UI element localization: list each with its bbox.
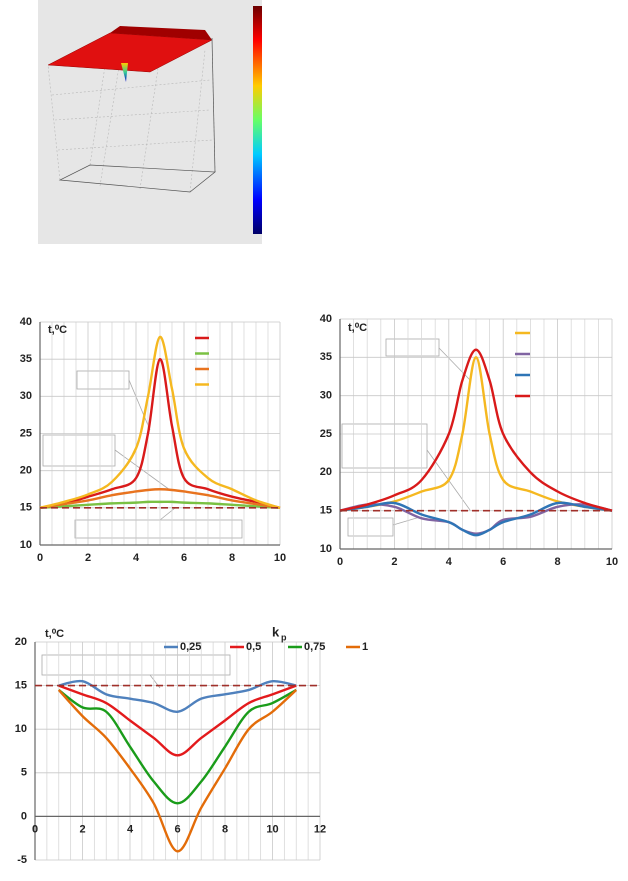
x-tick-label: 2	[79, 823, 85, 835]
y-axis-label: t,⁰C	[48, 324, 67, 336]
y-tick-label: 35	[320, 351, 332, 363]
series-line	[339, 501, 613, 537]
y-tick-label: 40	[320, 313, 332, 325]
legend-label: 0,5	[246, 641, 261, 653]
x-tick-label: 2	[391, 556, 397, 568]
x-tick-label: 4	[133, 552, 140, 564]
series-line	[57, 689, 298, 853]
x-tick-label: 0	[32, 823, 38, 835]
legend-label: 0,25	[180, 641, 201, 653]
x-tick-label: 4	[446, 556, 453, 568]
y-axis-label: t,⁰C	[45, 628, 64, 640]
x-tick-label: 6	[181, 552, 187, 564]
x-tick-label: 4	[127, 823, 134, 835]
y-tick-label: 30	[20, 390, 32, 402]
x-tick-label: 10	[274, 552, 286, 564]
series-line	[39, 500, 281, 510]
y-tick-label: 40	[20, 316, 32, 328]
y-tick-label: 0	[21, 810, 27, 822]
series-line	[339, 503, 613, 535]
surface-plot	[38, 0, 262, 244]
y-tick-label: 15	[15, 680, 27, 692]
x-tick-label: 10	[606, 556, 618, 568]
series-line	[58, 688, 297, 805]
chart: 0 2 4 6 8 10 10 15 20 25 30 35 40 t,⁰C	[20, 316, 286, 564]
chart: 0 2 4 6 8 10 10 15 20 25 30 35 40 t,⁰C	[320, 313, 618, 568]
y-tick-label: 25	[320, 428, 332, 440]
legend-label: 1	[362, 641, 368, 653]
y-tick-label: 30	[320, 390, 332, 402]
y-tick-label: 25	[20, 427, 32, 439]
x-tick-label: 8	[555, 556, 561, 568]
y-tick-label: -5	[17, 854, 27, 866]
x-tick-label: 0	[37, 552, 43, 564]
series-line	[39, 335, 281, 509]
x-tick-label: 10	[266, 823, 278, 835]
y-tick-label: 20	[20, 465, 32, 477]
legend-title-subscript: p	[281, 632, 287, 642]
x-tick-label: 8	[229, 552, 235, 564]
series-line	[58, 679, 297, 713]
series-line	[58, 684, 297, 757]
y-tick-label: 10	[20, 539, 32, 551]
x-tick-label: 8	[222, 823, 228, 835]
y-tick-label: 10	[15, 723, 27, 735]
series-line	[339, 348, 613, 512]
annotations	[41, 325, 600, 689]
y-tick-label: 15	[320, 505, 332, 517]
y-tick-label: 5	[21, 767, 27, 779]
x-tick-label: 0	[337, 556, 343, 568]
series-line	[339, 356, 613, 512]
y-tick-label: 35	[20, 353, 32, 365]
y-tick-label: 10	[320, 543, 332, 555]
chart: 0 2 4 6 8 10 12 -5 0 5 10 15 20 t,⁰C 0,25 0,5 0,75 1 k p	[15, 624, 368, 865]
x-tick-label: 6	[174, 823, 180, 835]
x-tick-label: 2	[85, 552, 91, 564]
series-line	[39, 488, 281, 510]
legend-label: 0,75	[304, 641, 325, 653]
legend-title: k	[272, 624, 280, 639]
y-axis-label: t,⁰C	[348, 322, 367, 334]
y-tick-label: 15	[20, 502, 32, 514]
y-tick-label: 20	[15, 636, 27, 648]
x-tick-label: 12	[314, 823, 326, 835]
y-tick-label: 20	[320, 466, 332, 478]
series-line	[39, 357, 281, 510]
x-tick-label: 6	[500, 556, 506, 568]
